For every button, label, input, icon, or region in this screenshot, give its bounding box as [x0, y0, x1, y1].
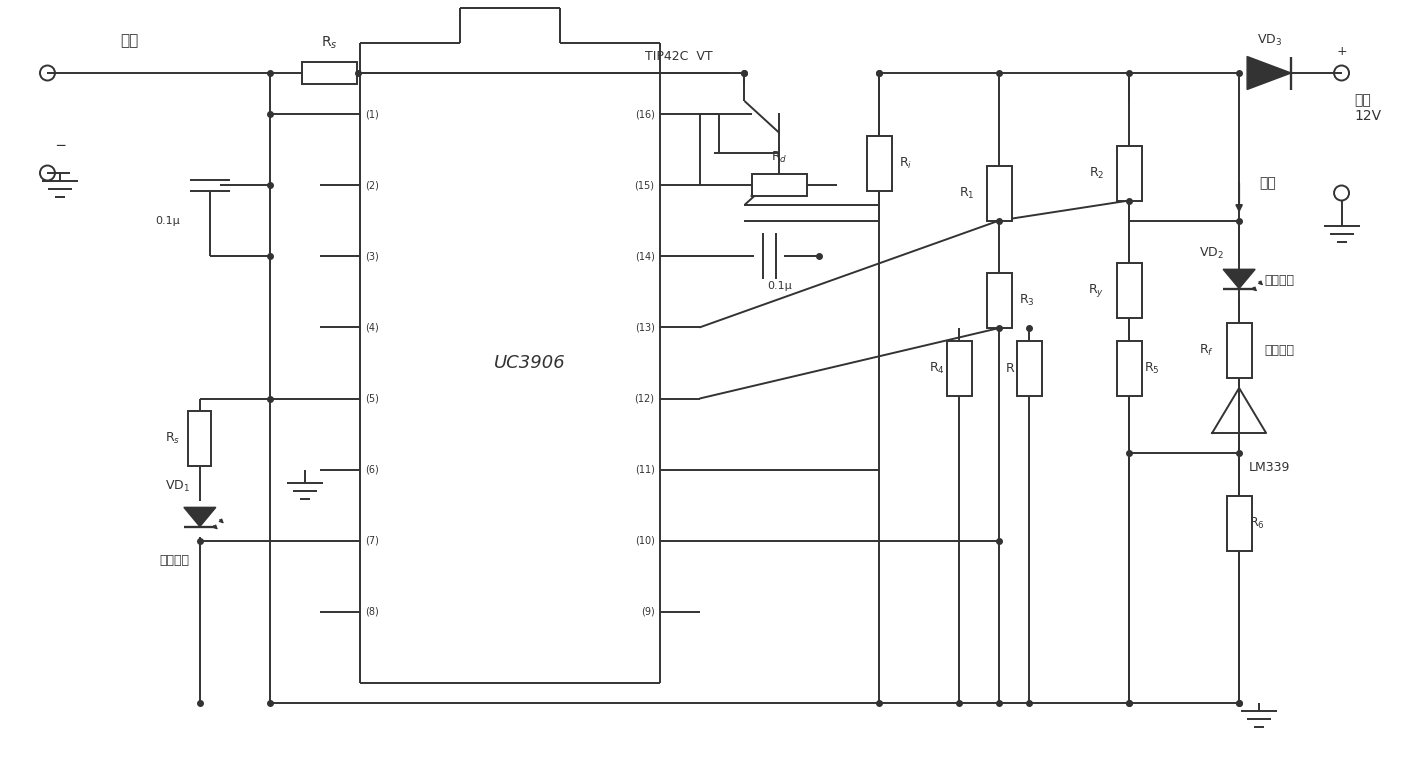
Text: (6): (6) — [365, 465, 379, 475]
Polygon shape — [183, 507, 216, 526]
Text: R$_f$: R$_f$ — [1199, 343, 1215, 358]
Text: (16): (16) — [634, 109, 655, 119]
Text: TIP42C  VT: TIP42C VT — [644, 50, 712, 63]
FancyBboxPatch shape — [867, 135, 892, 190]
FancyBboxPatch shape — [1117, 145, 1141, 200]
Text: (7): (7) — [365, 536, 379, 546]
Text: 0.1μ: 0.1μ — [766, 281, 792, 291]
Text: (5): (5) — [365, 393, 379, 404]
FancyBboxPatch shape — [1117, 263, 1141, 318]
Text: 充满指示: 充满指示 — [1264, 344, 1293, 357]
Text: R$_1$: R$_1$ — [958, 186, 974, 200]
Text: R$_6$: R$_6$ — [1250, 516, 1265, 530]
Text: (1): (1) — [365, 109, 379, 119]
FancyBboxPatch shape — [1227, 323, 1251, 378]
FancyBboxPatch shape — [947, 340, 972, 396]
Text: R$_i$: R$_i$ — [899, 155, 913, 171]
Text: (12): (12) — [634, 393, 655, 404]
Text: (8): (8) — [365, 607, 379, 617]
Text: 充满指示: 充满指示 — [1264, 274, 1293, 287]
Text: (11): (11) — [634, 465, 655, 475]
Text: LM339: LM339 — [1250, 461, 1291, 474]
FancyBboxPatch shape — [303, 62, 358, 84]
Text: 电池
12V: 电池 12V — [1354, 93, 1381, 123]
Text: 电源指示: 电源指示 — [159, 553, 190, 567]
Polygon shape — [1247, 56, 1291, 90]
Text: VD$_3$: VD$_3$ — [1257, 33, 1282, 48]
FancyBboxPatch shape — [986, 165, 1012, 220]
Text: R$_2$: R$_2$ — [1089, 165, 1105, 181]
Text: R$_5$: R$_5$ — [1144, 360, 1160, 376]
Text: +: + — [1336, 45, 1347, 58]
FancyBboxPatch shape — [1117, 340, 1141, 396]
Text: (4): (4) — [365, 322, 379, 332]
Text: R$_3$: R$_3$ — [1019, 293, 1036, 308]
Text: (3): (3) — [365, 251, 379, 261]
Text: 0.1μ: 0.1μ — [155, 216, 180, 226]
Text: R$_s$: R$_s$ — [165, 431, 180, 446]
Text: UC3906: UC3906 — [493, 354, 565, 372]
Text: (10): (10) — [634, 536, 655, 546]
Text: R: R — [1006, 362, 1014, 374]
FancyBboxPatch shape — [752, 174, 807, 196]
Text: (14): (14) — [634, 251, 655, 261]
Text: (9): (9) — [641, 607, 655, 617]
Text: R$_d$: R$_d$ — [771, 150, 788, 165]
Text: R$_4$: R$_4$ — [929, 360, 944, 376]
Text: VD$_2$: VD$_2$ — [1199, 245, 1224, 261]
Polygon shape — [1223, 269, 1255, 288]
FancyBboxPatch shape — [189, 411, 211, 466]
FancyBboxPatch shape — [1227, 495, 1251, 550]
Text: (2): (2) — [365, 180, 379, 190]
Text: (13): (13) — [634, 322, 655, 332]
FancyBboxPatch shape — [986, 273, 1012, 328]
Text: R$_y$: R$_y$ — [1088, 282, 1105, 299]
FancyBboxPatch shape — [1017, 340, 1041, 396]
Text: ─: ─ — [56, 139, 65, 153]
Text: VD$_1$: VD$_1$ — [165, 478, 190, 493]
Text: 输入: 输入 — [120, 33, 138, 48]
Text: 输入: 输入 — [1260, 176, 1277, 190]
Text: (15): (15) — [634, 180, 655, 190]
Text: R$_s$: R$_s$ — [321, 35, 338, 51]
